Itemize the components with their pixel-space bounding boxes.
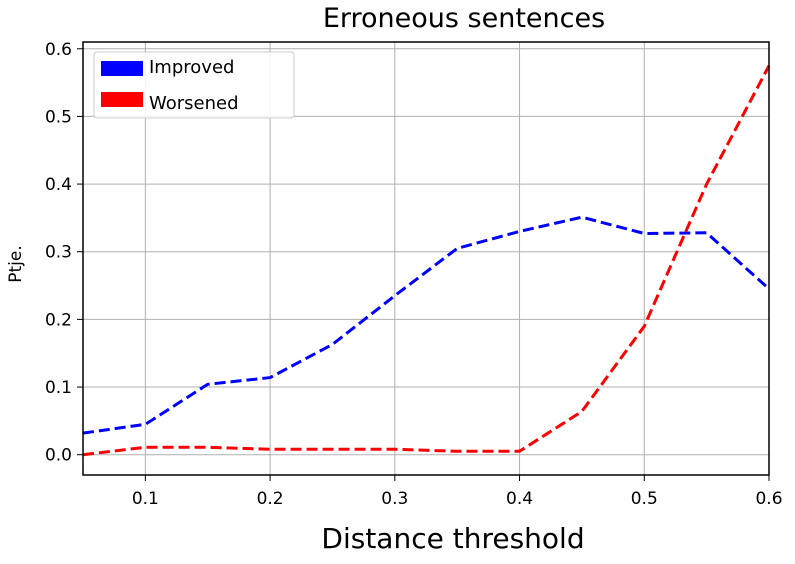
legend-swatch-worsened (101, 92, 143, 107)
y-tick-label: 0.0 (45, 446, 72, 466)
x-tick-label: 0.3 (381, 489, 408, 509)
legend-label-improved: Improved (149, 57, 234, 78)
series-line-improved (82, 215, 771, 435)
y-tick-label: 0.3 (45, 243, 72, 263)
legend-box (93, 51, 295, 119)
x-tick-label: 0.1 (132, 489, 159, 509)
x-tick-label: 0.2 (257, 489, 284, 509)
y-tick-label: 0.6 (45, 40, 72, 60)
legend: Improved Worsened (93, 51, 295, 119)
x-axis-label: Distance threshold (321, 522, 584, 555)
y-tick-label: 0.4 (45, 175, 72, 195)
x-tick-label: 0.6 (755, 489, 782, 509)
y-ticks: 0.0 0.1 0.2 0.3 0.4 0.5 0.6 (45, 40, 83, 466)
x-tick-label: 0.4 (506, 489, 533, 509)
chart-title: Erroneous sentences (323, 3, 605, 34)
series-group (82, 65, 771, 457)
y-tick-label: 0.5 (45, 107, 72, 127)
x-ticks: 0.1 0.2 0.3 0.4 0.5 0.6 (132, 475, 783, 509)
y-axis-label: Ptje. (6, 245, 26, 283)
series-line-worsened (82, 65, 771, 457)
y-tick-label: 0.2 (45, 310, 72, 330)
legend-swatch-improved (101, 61, 143, 76)
x-tick-label: 0.5 (631, 489, 658, 509)
plot-frame (82, 41, 770, 476)
legend-label-worsened: Worsened (149, 93, 239, 114)
y-tick-label: 0.1 (45, 378, 72, 398)
